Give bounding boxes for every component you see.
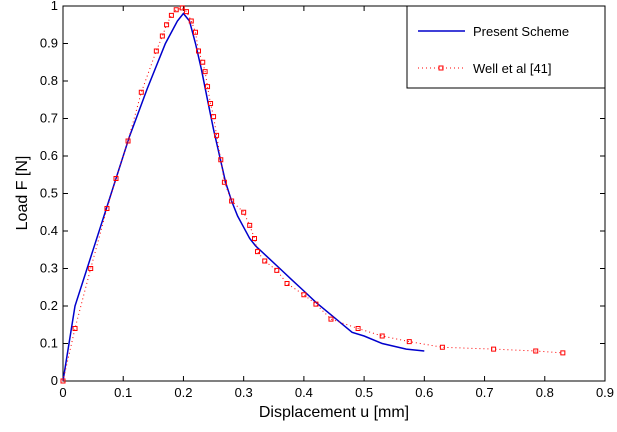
y-tick-label: 0.8 <box>40 73 58 88</box>
legend-box <box>406 5 606 89</box>
data-point-well-et-al <box>355 326 361 331</box>
data-point-well-et-al <box>196 48 201 54</box>
y-tick-label: 0.2 <box>40 298 58 313</box>
x-tick-label: 0.4 <box>295 385 313 400</box>
data-point-well-et-al <box>72 326 78 331</box>
y-tick-label: 0.5 <box>40 186 58 201</box>
data-point-well-et-al <box>247 222 253 228</box>
legend: Present Scheme Well et al [41] <box>406 5 606 89</box>
x-axis-label: Displacement u [mm] <box>259 404 409 421</box>
data-point-well-et-al <box>113 176 119 181</box>
y-tick-label: 0.6 <box>40 148 58 163</box>
y-axis-label: Load F [N] <box>14 156 31 231</box>
data-point-well-et-al <box>183 9 189 15</box>
data-point-well-et-al <box>60 378 66 384</box>
data-point-well-et-al <box>173 7 179 13</box>
y-axis-ticks: 0 0.1 0.2 0.3 0.4 0.5 0.6 0.7 0.8 0.9 1 <box>40 0 605 388</box>
y-tick-label: 1 <box>51 0 58 13</box>
legend-label-present-scheme: Present Scheme <box>473 24 569 39</box>
data-point-well-et-al <box>192 29 198 35</box>
y-tick-label: 0.7 <box>40 111 58 126</box>
data-point-well-et-al <box>533 348 539 354</box>
x-tick-label: 0.7 <box>476 385 494 400</box>
data-point-well-et-al <box>211 114 217 120</box>
data-point-well-et-al <box>229 198 235 204</box>
x-tick-label: 0.1 <box>114 385 132 400</box>
data-point-well-et-al <box>88 266 94 271</box>
data-point-well-et-al <box>439 344 445 350</box>
legend-label-well-et-al: Well et al [41] <box>473 61 552 76</box>
data-point-well-et-al <box>379 333 385 339</box>
y-tick-label: 0.3 <box>40 261 58 276</box>
data-point-well-et-al <box>138 89 144 95</box>
data-point-well-et-al <box>205 84 211 90</box>
data-point-well-et-al <box>188 18 194 24</box>
x-tick-label: 0.2 <box>174 385 192 400</box>
x-axis-ticks: 0 0.1 0.2 0.3 0.4 0.5 0.6 0.7 0.8 0.9 <box>59 6 614 400</box>
series-layer <box>60 5 566 384</box>
data-point-well-et-al <box>164 22 170 28</box>
data-point-well-et-al <box>202 69 208 75</box>
y-tick-label: 0 <box>51 373 58 388</box>
data-point-well-et-al <box>221 179 227 185</box>
data-point-well-et-al <box>104 206 110 211</box>
data-point-well-et-al <box>255 249 261 255</box>
x-tick-label: 0.8 <box>536 385 554 400</box>
data-point-well-et-al <box>301 292 307 298</box>
data-point-well-et-al <box>153 48 159 54</box>
data-point-well-et-al <box>125 138 131 144</box>
x-tick-label: 0.3 <box>235 385 253 400</box>
data-point-well-et-al <box>214 132 220 138</box>
data-point-well-et-al <box>262 258 268 264</box>
data-point-well-et-al <box>200 59 206 65</box>
y-tick-label: 0.1 <box>40 336 58 351</box>
x-tick-label: 0 <box>59 385 66 400</box>
data-point-well-et-al <box>284 281 290 286</box>
x-tick-label: 0.6 <box>415 385 433 400</box>
data-point-well-et-al <box>328 316 334 322</box>
data-point-well-et-al <box>406 339 412 345</box>
data-point-well-et-al <box>159 33 165 39</box>
data-point-well-et-al <box>313 301 319 307</box>
x-tick-label: 0.9 <box>596 385 614 400</box>
data-point-well-et-al <box>168 12 174 18</box>
data-point-well-et-al <box>252 236 258 241</box>
data-point-well-et-al <box>560 350 566 356</box>
y-tick-label: 0.9 <box>40 36 58 51</box>
data-point-well-et-al <box>179 5 185 11</box>
series-line-present-scheme <box>62 12 425 382</box>
data-point-well-et-al <box>218 157 224 163</box>
legend-marker-well-et-al <box>438 65 444 71</box>
x-tick-label: 0.5 <box>355 385 373 400</box>
data-point-well-et-al <box>274 267 280 273</box>
data-point-well-et-al <box>208 101 214 106</box>
y-tick-label: 0.4 <box>40 223 58 238</box>
data-point-well-et-al <box>491 346 497 352</box>
data-point-well-et-al <box>241 209 247 215</box>
